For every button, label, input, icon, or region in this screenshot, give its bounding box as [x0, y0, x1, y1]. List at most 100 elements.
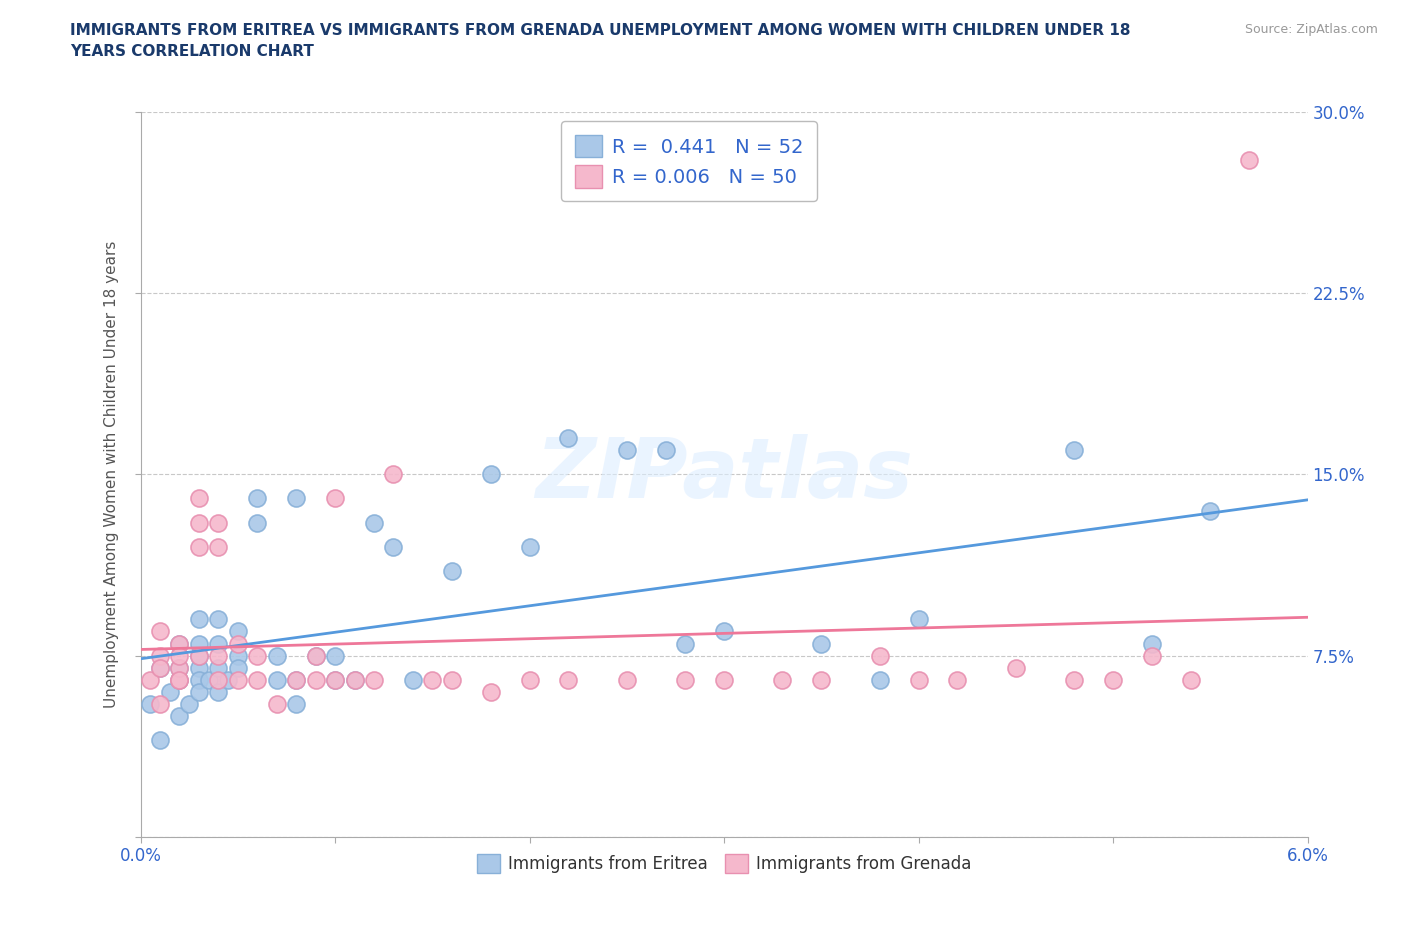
Point: [655, 443, 678, 458]
Point: [188, 539, 211, 554]
Point: [226, 636, 249, 651]
Point: [1239, 153, 1261, 167]
Point: [713, 672, 735, 687]
Point: [149, 624, 172, 639]
Point: [207, 515, 229, 530]
Point: [810, 636, 832, 651]
Point: [285, 491, 308, 506]
Point: [149, 660, 172, 675]
Point: [616, 672, 638, 687]
Point: [188, 612, 211, 627]
Point: [440, 672, 463, 687]
Point: [149, 733, 172, 748]
Point: [519, 672, 541, 687]
Point: [869, 672, 891, 687]
Point: [363, 672, 385, 687]
Point: [217, 672, 239, 687]
Point: [557, 672, 579, 687]
Point: [246, 515, 269, 530]
Point: [266, 648, 288, 663]
Point: [226, 660, 249, 675]
Point: [323, 672, 346, 687]
Point: [810, 672, 832, 687]
Point: [1199, 503, 1222, 518]
Point: [363, 515, 385, 530]
Point: [169, 672, 191, 687]
Point: [149, 660, 172, 675]
Point: [188, 648, 211, 663]
Point: [382, 467, 405, 482]
Point: [188, 672, 211, 687]
Point: [179, 697, 201, 711]
Point: [207, 636, 229, 651]
Legend: Immigrants from Eritrea, Immigrants from Grenada: Immigrants from Eritrea, Immigrants from…: [470, 847, 979, 880]
Point: [305, 648, 328, 663]
Point: [382, 539, 405, 554]
Point: [1063, 672, 1085, 687]
Point: [207, 672, 229, 687]
Point: [169, 672, 191, 687]
Point: [323, 672, 346, 687]
Point: [188, 636, 211, 651]
Point: [139, 697, 162, 711]
Point: [226, 624, 249, 639]
Point: [188, 684, 211, 699]
Point: [149, 648, 172, 663]
Point: [207, 612, 229, 627]
Point: [343, 672, 366, 687]
Point: [422, 672, 444, 687]
Point: [207, 648, 229, 663]
Point: [946, 672, 969, 687]
Point: [343, 672, 366, 687]
Point: [169, 660, 191, 675]
Point: [907, 672, 929, 687]
Point: [169, 672, 191, 687]
Point: [305, 672, 328, 687]
Point: [1102, 672, 1125, 687]
Point: [673, 636, 696, 651]
Point: [440, 564, 463, 578]
Point: [479, 467, 502, 482]
Point: [673, 672, 696, 687]
Point: [323, 491, 346, 506]
Point: [772, 672, 794, 687]
Point: [285, 697, 308, 711]
Point: [207, 539, 229, 554]
Text: ZIPatlas: ZIPatlas: [536, 433, 912, 515]
Point: [519, 539, 541, 554]
Point: [402, 672, 425, 687]
Point: [169, 709, 191, 724]
Point: [169, 648, 191, 663]
Point: [305, 648, 328, 663]
Point: [266, 672, 288, 687]
Point: [1063, 443, 1085, 458]
Point: [266, 697, 288, 711]
Point: [907, 612, 929, 627]
Point: [188, 648, 211, 663]
Point: [226, 672, 249, 687]
Point: [169, 660, 191, 675]
Point: [246, 491, 269, 506]
Point: [149, 697, 172, 711]
Point: [169, 636, 191, 651]
Point: [169, 636, 191, 651]
Point: [188, 515, 211, 530]
Point: [188, 491, 211, 506]
Point: [226, 648, 249, 663]
Point: [159, 684, 181, 699]
Point: [1140, 636, 1163, 651]
Point: [1180, 672, 1202, 687]
Point: [246, 672, 269, 687]
Y-axis label: Unemployment Among Women with Children Under 18 years: Unemployment Among Women with Children U…: [104, 241, 120, 708]
Point: [1005, 660, 1028, 675]
Point: [323, 648, 346, 663]
Point: [285, 672, 308, 687]
Text: IMMIGRANTS FROM ERITREA VS IMMIGRANTS FROM GRENADA UNEMPLOYMENT AMONG WOMEN WITH: IMMIGRANTS FROM ERITREA VS IMMIGRANTS FR…: [70, 23, 1130, 60]
Point: [479, 684, 502, 699]
Point: [207, 684, 229, 699]
Point: [207, 660, 229, 675]
Point: [197, 672, 219, 687]
Point: [285, 672, 308, 687]
Point: [557, 431, 579, 445]
Point: [869, 648, 891, 663]
